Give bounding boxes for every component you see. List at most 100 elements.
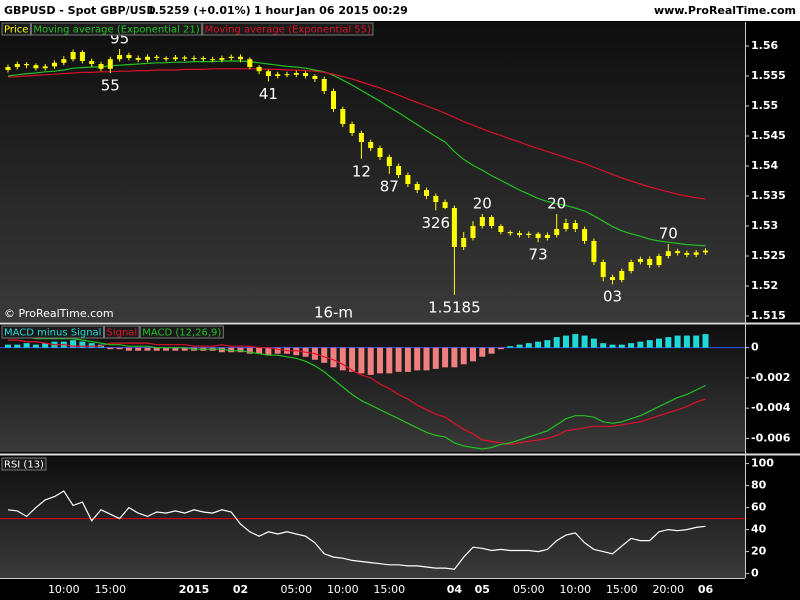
annotation: 55	[101, 77, 120, 95]
candle-body	[535, 233, 541, 238]
candle-body	[200, 58, 206, 60]
candle-body	[377, 148, 383, 157]
histogram-bar	[414, 347, 421, 371]
histogram-bar	[618, 344, 625, 348]
candle-body	[600, 262, 606, 277]
candle-body	[303, 73, 309, 76]
candle-body	[526, 233, 532, 235]
candle-body	[61, 59, 67, 63]
histogram-bar	[358, 347, 365, 374]
y-tick-label: 80	[751, 479, 767, 492]
y-tick-label: -0.004	[751, 401, 791, 414]
histogram-bar	[535, 341, 542, 348]
candle-body	[163, 58, 169, 60]
histogram-bar	[367, 347, 374, 375]
candle-body	[256, 67, 262, 72]
histogram-bar	[525, 343, 532, 348]
x-tick-label: 05	[475, 583, 490, 596]
y-tick-label: 1.545	[751, 129, 786, 142]
y-tick-label: 0	[751, 567, 759, 580]
candle-body	[637, 259, 643, 262]
histogram-bar	[321, 347, 328, 363]
candle-body	[79, 52, 85, 61]
candle-body	[5, 67, 11, 70]
candle-body	[293, 73, 299, 75]
histogram-bar	[581, 335, 588, 348]
histogram-bar	[330, 347, 337, 368]
histogram-bar	[107, 347, 114, 350]
candle-body	[693, 252, 699, 255]
candle-body	[368, 142, 374, 148]
histogram-bar	[553, 337, 560, 348]
y-tick-label: 1.515	[751, 309, 786, 322]
x-tick-label: 15:00	[606, 583, 638, 596]
candle-body	[479, 217, 485, 226]
legend-box	[1, 22, 31, 36]
candle-body	[117, 55, 123, 60]
candle-body	[591, 241, 597, 262]
annotation: 41	[259, 85, 278, 103]
candle-body	[424, 190, 429, 196]
histogram-bar	[116, 347, 123, 350]
y-tick-label: 1.56	[751, 39, 778, 52]
legend-entry: MACD (12,26,9)	[142, 328, 221, 339]
indicator-line	[8, 339, 706, 446]
histogram-bar	[228, 347, 235, 353]
histogram-bar	[293, 347, 300, 356]
histogram-bar	[349, 347, 356, 372]
histogram-bar	[683, 335, 690, 348]
histogram-bar	[246, 347, 253, 354]
histogram-bar	[125, 347, 132, 351]
histogram-bar	[451, 347, 458, 368]
candle-body	[154, 56, 160, 58]
histogram-bar	[88, 343, 95, 348]
histogram-bar	[497, 347, 504, 350]
annotation: 12	[352, 162, 371, 180]
legend-box	[1, 325, 104, 339]
legend-box	[103, 325, 140, 339]
moving-average-line	[7, 60, 706, 247]
candle-body	[433, 196, 439, 202]
x-tick-label: 2015	[179, 583, 210, 596]
histogram-bar	[181, 347, 188, 351]
candle-body	[675, 251, 681, 253]
x-tick-label: 15:00	[373, 583, 405, 596]
candle-body	[470, 226, 476, 238]
histogram-bar	[470, 347, 476, 362]
histogram-bar	[637, 341, 644, 348]
histogram-bar	[237, 347, 244, 353]
candle-body	[219, 58, 225, 60]
histogram-bar	[544, 340, 551, 348]
candle-body	[582, 229, 588, 241]
annotation: 16-m	[314, 304, 353, 322]
histogram-bar	[628, 343, 635, 348]
rsi-panel	[0, 457, 745, 578]
y-tick-label: 1.54	[751, 159, 778, 172]
y-tick-label: 60	[751, 501, 767, 514]
candle-body	[684, 253, 690, 255]
y-tick-label: 100	[751, 457, 774, 470]
histogram-bar	[386, 347, 393, 374]
annotation: 20	[547, 195, 566, 213]
legend-box	[202, 22, 374, 36]
legend-box	[1, 457, 47, 471]
legend-entry: RSI (13)	[4, 460, 44, 471]
candle-body	[14, 64, 20, 67]
candle-body	[386, 157, 392, 166]
candle-body	[544, 235, 550, 238]
candle-body	[191, 58, 197, 59]
candle-body	[172, 57, 178, 60]
annotation: 70	[659, 225, 678, 243]
y-tick-label: 20	[751, 545, 767, 558]
histogram-bar	[153, 347, 160, 351]
timestamp: Jan 06 2015 00:29	[295, 4, 408, 17]
histogram-bar	[609, 344, 616, 348]
candle-body	[507, 232, 513, 234]
y-tick-label: -0.006	[751, 431, 791, 444]
histogram-bar	[256, 347, 263, 354]
y-tick-label: 0	[751, 341, 759, 354]
candle-body	[414, 184, 420, 190]
x-tick-label: 05:00	[280, 583, 312, 596]
website: www.ProRealTime.com	[654, 4, 796, 17]
